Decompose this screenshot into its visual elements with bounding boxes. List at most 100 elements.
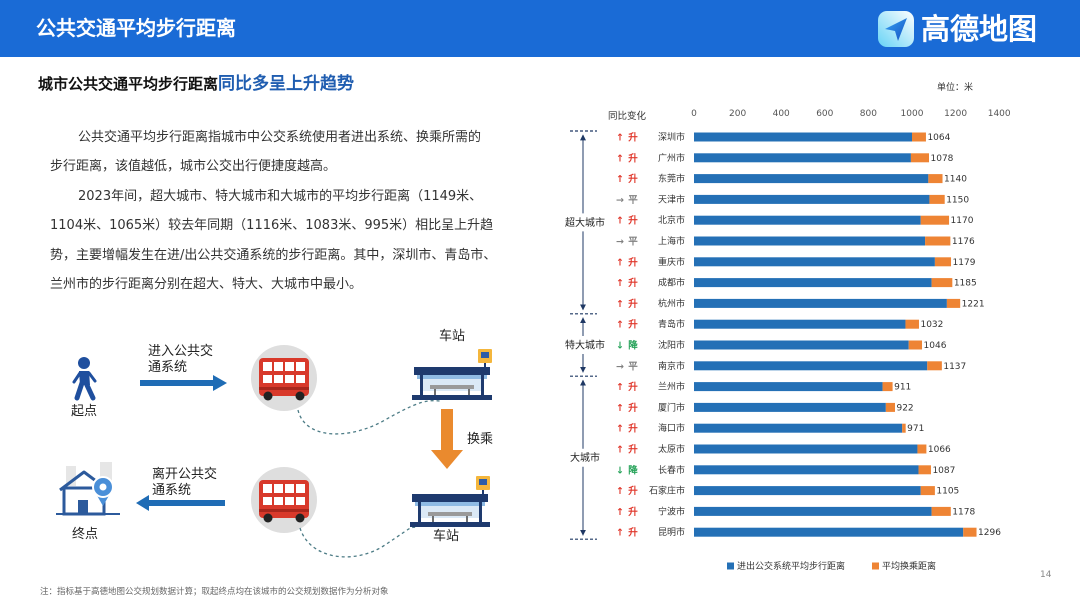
city-label: 深圳市 <box>658 131 685 143</box>
bus-window <box>274 497 283 505</box>
change-label: 升 <box>628 506 638 518</box>
change-label: 平 <box>628 237 638 248</box>
legend-swatch-transfer <box>872 562 879 570</box>
change-arrow-icon: ↑ <box>616 153 624 164</box>
bar-transfer <box>912 132 926 142</box>
value-label: 1105 <box>936 487 959 497</box>
change-label: 升 <box>628 152 638 164</box>
arrow-head <box>431 450 463 469</box>
value-label: 1150 <box>946 195 969 205</box>
change-arrow-icon: ↓ <box>616 341 624 352</box>
city-label: 重庆市 <box>658 256 685 268</box>
stop-sign-symbol <box>479 479 487 485</box>
x-tick-label: 1000 <box>901 109 924 119</box>
shelter-pillar <box>418 502 421 524</box>
group-label: 超大城市 <box>565 216 605 229</box>
section-subtitle: 城市公共交通平均步行距离同比多呈上升趋势 <box>38 72 354 96</box>
change-header: 同比变化 <box>608 110 647 122</box>
shelter-pillar <box>481 375 484 397</box>
bus-wheel <box>295 513 305 523</box>
value-label: 1087 <box>932 466 955 476</box>
bus-window <box>263 497 272 505</box>
walking-person-icon <box>72 357 97 401</box>
page-number: 14 <box>1040 570 1052 580</box>
city-label: 石家庄市 <box>649 485 685 497</box>
person-head <box>78 357 90 369</box>
bar-walk-in-out <box>694 402 886 412</box>
bus-stop-icon <box>412 349 492 400</box>
city-label: 沈阳市 <box>658 339 685 351</box>
x-tick-label: 400 <box>773 109 790 119</box>
change-arrow-icon: → <box>616 195 624 206</box>
pin-dot <box>99 483 107 491</box>
shelter-bench <box>428 512 472 516</box>
paragraph-line: 公共交通平均步行距离指城市中公交系统使用者进出系统、换乘所需的 <box>78 130 482 145</box>
bar-transfer <box>905 319 919 329</box>
bar-transfer <box>928 174 943 184</box>
skyline-block <box>100 462 112 486</box>
change-label: 降 <box>628 340 638 352</box>
value-label: 1176 <box>952 237 975 247</box>
bar-walk-in-out <box>694 382 883 392</box>
paragraph-line: 1104米、1065米）较去年同期（1116米、1083米、995米）相比呈上升… <box>50 218 494 233</box>
bus-window <box>263 362 272 371</box>
logo-arrow <box>885 18 907 41</box>
paragraph-line: 兰州市的步行距离分别在超大、特大、大城市中最小。 <box>50 277 363 292</box>
change-label: 升 <box>628 319 638 331</box>
value-label: 1170 <box>951 216 974 226</box>
person-torso <box>79 371 90 385</box>
bus-window <box>285 362 294 371</box>
person-leg <box>74 380 85 401</box>
bar-transfer <box>946 298 961 308</box>
change-arrow-icon: ↑ <box>616 507 624 518</box>
exit-label: 通系统 <box>152 483 192 498</box>
city-label: 长春市 <box>658 464 685 476</box>
bench-leg <box>468 389 470 395</box>
bar-walk-in-out <box>694 153 911 163</box>
x-tick-label: 800 <box>860 109 877 119</box>
change-arrow-icon: ↑ <box>616 216 624 227</box>
stop-sign <box>478 349 492 363</box>
change-label: 升 <box>628 402 638 414</box>
value-label: 911 <box>894 383 911 393</box>
change-label: 平 <box>628 361 638 372</box>
change-arrow-icon: ↑ <box>616 320 624 331</box>
change-label: 升 <box>628 444 638 456</box>
change-arrow-icon: ↑ <box>616 528 624 539</box>
subtitle-highlight: 同比多呈上升趋势 <box>218 74 355 94</box>
exit-label: 离开公共交 <box>152 467 218 482</box>
shelter-roof-underside <box>417 375 487 379</box>
value-label: 1296 <box>978 528 1001 538</box>
shelter-roof-underside <box>415 502 485 506</box>
shelter-roof <box>414 367 490 375</box>
x-tick-label: 0 <box>691 109 697 119</box>
change-arrow-icon: ↑ <box>616 174 624 185</box>
station-label: 车站 <box>438 329 466 344</box>
person-arm <box>87 371 97 383</box>
city-label: 南京市 <box>658 360 685 372</box>
bus-window <box>285 497 294 505</box>
bar-transfer <box>920 486 935 496</box>
bus-window <box>296 497 305 505</box>
change-label: 升 <box>628 173 638 185</box>
city-label: 厦门市 <box>658 401 685 413</box>
city-label: 宁波市 <box>658 505 685 517</box>
bar-transfer <box>934 257 952 267</box>
value-label: 1046 <box>924 341 947 351</box>
change-arrow-icon: ↓ <box>616 465 624 476</box>
x-tick-label: 1200 <box>944 109 967 119</box>
bus-window <box>263 375 272 383</box>
bench-leg <box>466 516 468 522</box>
bar-walk-in-out <box>694 174 929 184</box>
subtitle-main: 城市公共交通平均步行距离 <box>38 75 219 93</box>
stop-sign-post <box>482 490 484 495</box>
value-label: 922 <box>896 403 913 413</box>
arrow-head <box>213 375 227 391</box>
change-label: 升 <box>628 298 638 310</box>
walk-path-dashed <box>297 400 441 435</box>
bus-window <box>274 362 283 371</box>
bus-window <box>274 484 283 493</box>
house-roof <box>59 470 109 492</box>
legend-swatch-walk <box>727 562 734 570</box>
